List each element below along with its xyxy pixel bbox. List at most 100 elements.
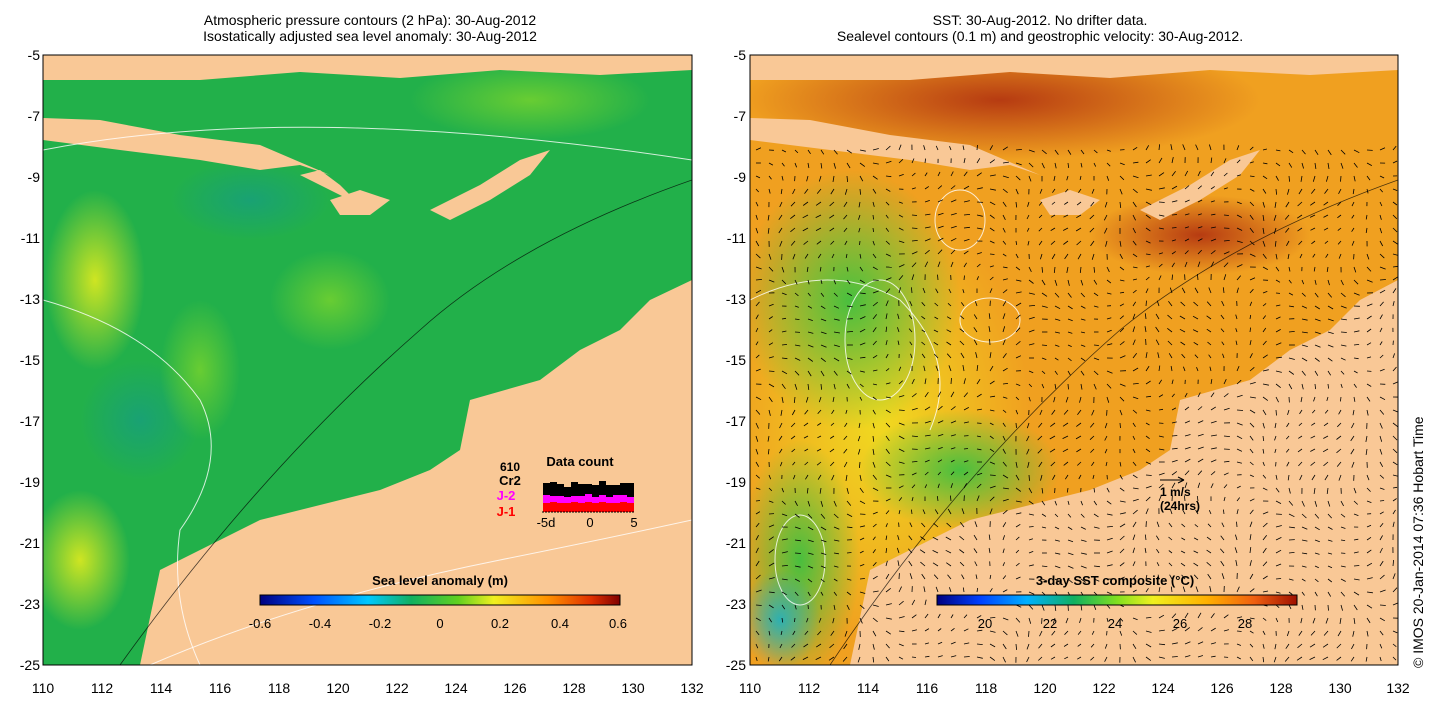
velocity-arrow — [1180, 301, 1186, 307]
velocity-arrow — [1038, 461, 1043, 468]
velocity-arrow — [1132, 278, 1137, 281]
velocity-arrow — [1301, 591, 1305, 596]
velocity-arrow — [1340, 331, 1347, 333]
left-map-area[interactable] — [30, 55, 692, 665]
velocity-arrow — [1181, 287, 1186, 294]
velocity-arrow — [921, 522, 926, 528]
velocity-arrow — [1104, 656, 1108, 662]
velocity-arrow — [885, 300, 889, 307]
velocity-arrow — [1366, 342, 1372, 346]
velocity-arrow — [1222, 353, 1225, 359]
svg-text:-17: -17 — [726, 413, 746, 429]
velocity-arrow — [1015, 175, 1021, 181]
velocity-arrow — [1327, 383, 1329, 389]
velocity-arrow — [885, 145, 891, 151]
velocity-arrow — [1106, 550, 1113, 554]
velocity-arrow — [1209, 586, 1212, 593]
velocity-arrow — [898, 380, 903, 385]
velocity-arrow — [1080, 292, 1085, 298]
velocity-arrow — [898, 264, 905, 268]
svg-text:-23: -23 — [726, 596, 746, 612]
velocity-arrow — [807, 292, 811, 297]
velocity-arrow — [1080, 565, 1087, 569]
velocity-arrow — [755, 435, 759, 442]
velocity-arrow — [976, 276, 979, 281]
velocity-arrow — [1379, 487, 1385, 490]
velocity-arrow — [1327, 292, 1333, 298]
velocity-arrow — [1054, 500, 1057, 506]
velocity-arrow — [937, 434, 944, 437]
svg-text:132: 132 — [1386, 680, 1410, 696]
velocity-arrow — [755, 341, 759, 346]
velocity-arrow — [937, 420, 944, 424]
velocity-arrow — [1366, 175, 1371, 181]
velocity-arrow — [1104, 435, 1108, 441]
velocity-arrow — [858, 643, 861, 650]
velocity-arrow — [1080, 604, 1083, 611]
sla-colorbar-title: Sea level anomaly (m) — [372, 573, 508, 588]
velocity-arrow — [973, 327, 978, 333]
velocity-arrow — [872, 656, 875, 663]
right-map-area[interactable] — [730, 40, 1399, 680]
velocity-arrow — [846, 604, 850, 610]
velocity-arrow — [933, 574, 939, 580]
velocity-arrow — [872, 162, 879, 165]
velocity-arrow — [755, 656, 758, 662]
velocity-arrow — [1171, 482, 1176, 489]
velocity-arrow — [846, 513, 853, 517]
velocity-arrow — [816, 448, 822, 452]
data-count-title: Data count — [546, 454, 614, 469]
velocity-arrow — [1002, 562, 1005, 567]
velocity-arrow — [833, 318, 840, 321]
velocity-arrow — [946, 329, 952, 333]
velocity-arrow — [1169, 574, 1173, 580]
velocity-arrow — [859, 342, 866, 346]
velocity-arrow — [859, 550, 864, 554]
velocity-arrow — [1132, 435, 1136, 440]
velocity-arrow — [1167, 327, 1173, 333]
velocity-arrow — [1379, 500, 1385, 502]
svg-text:28: 28 — [1238, 616, 1252, 631]
velocity-arrow — [1262, 175, 1268, 180]
velocity-arrow — [1210, 406, 1217, 411]
velocity-arrow — [1192, 315, 1199, 320]
velocity-arrow — [1054, 370, 1058, 375]
velocity-arrow — [924, 447, 931, 450]
velocity-arrow — [859, 604, 865, 610]
velocity-arrow — [1275, 266, 1280, 272]
velocity-arrow — [794, 578, 800, 582]
velocity-arrow — [1210, 655, 1216, 658]
velocity-arrow — [1353, 565, 1360, 567]
velocity-arrow — [1340, 357, 1346, 361]
velocity-arrow — [1002, 498, 1009, 502]
velocity-arrow — [1002, 435, 1006, 441]
velocity-arrow — [820, 513, 826, 519]
velocity-arrow — [1065, 188, 1069, 193]
velocity-arrow — [781, 357, 788, 360]
velocity-arrow — [911, 472, 917, 476]
velocity-arrow — [948, 288, 952, 294]
velocity-arrow — [1206, 301, 1212, 307]
velocity-arrow — [872, 409, 876, 415]
velocity-arrow — [1002, 278, 1008, 281]
velocity-arrow — [755, 253, 761, 259]
velocity-arrow — [1015, 562, 1020, 567]
velocity-arrow — [816, 240, 822, 245]
velocity-arrow — [1366, 303, 1373, 307]
velocity-arrow — [1249, 617, 1255, 620]
geostrophic-velocity-arrows — [755, 144, 1398, 663]
right-land-java — [750, 118, 1040, 175]
svg-text:-15: -15 — [20, 352, 40, 368]
velocity-arrow — [1288, 305, 1294, 308]
velocity-arrow — [1062, 422, 1069, 427]
velocity-arrow — [1091, 409, 1095, 416]
velocity-arrow — [937, 628, 942, 632]
velocity-arrow — [1379, 279, 1386, 281]
velocity-arrow — [1353, 500, 1358, 505]
velocity-arrow — [1210, 200, 1215, 203]
velocity-arrow — [1287, 474, 1290, 481]
velocity-arrow — [885, 617, 892, 620]
velocity-arrow — [1054, 279, 1058, 286]
velocity-arrow — [1325, 253, 1329, 258]
velocity-arrow — [911, 393, 917, 398]
